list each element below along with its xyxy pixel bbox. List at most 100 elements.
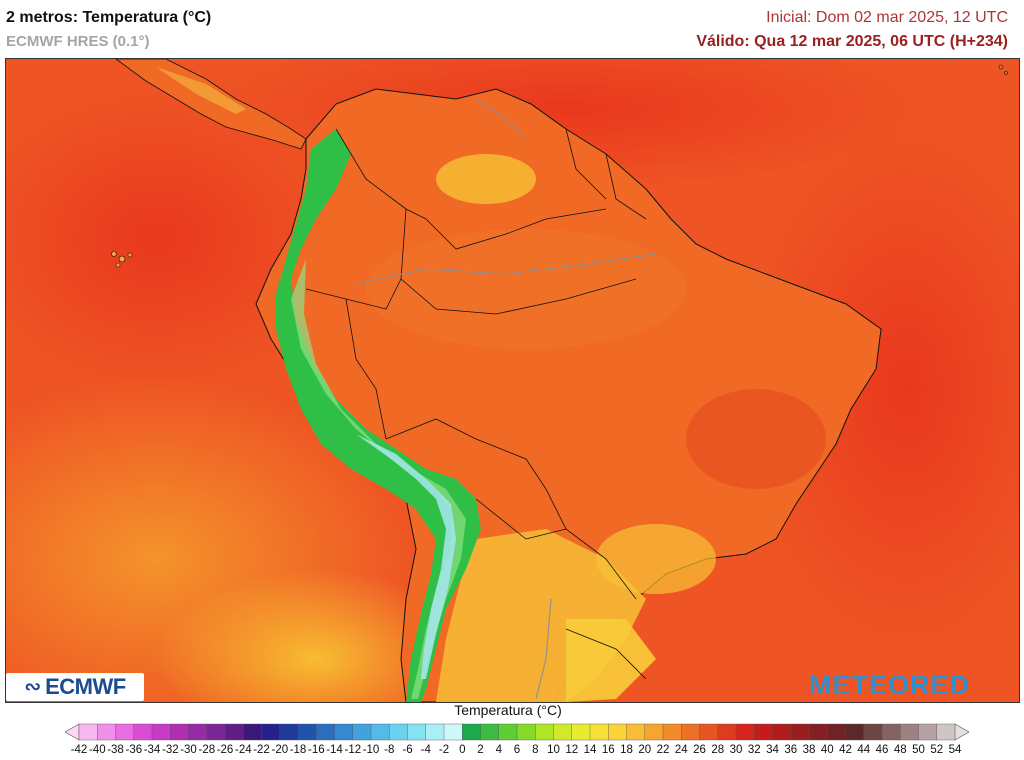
legend-tick-label: -16 — [307, 744, 325, 756]
galapagos-islands — [111, 251, 133, 268]
legend-swatch — [608, 723, 627, 741]
legend-tick-label: -26 — [216, 744, 234, 756]
legend-swatch — [224, 723, 244, 741]
legend-tick-label: 20 — [638, 744, 652, 756]
cool-ocean-area — [156, 569, 476, 702]
guiana-highlands — [436, 154, 536, 204]
legend-swatch — [699, 723, 719, 741]
legend-swatch — [243, 723, 262, 741]
legend-tick-label: 8 — [532, 744, 539, 756]
legend-swatch — [151, 723, 171, 741]
legend-swatch — [790, 723, 810, 741]
legend-swatch — [589, 723, 609, 741]
legend-swatch — [845, 723, 865, 741]
legend-tick-label: -24 — [234, 744, 252, 756]
legend-tick-label: 34 — [766, 744, 779, 756]
legend-swatch — [553, 723, 573, 741]
amazon-region — [366, 229, 686, 349]
legend-swatch — [133, 723, 153, 741]
legend-tick-label: 32 — [747, 744, 761, 756]
legend-swatch — [206, 723, 226, 741]
legend-tick-label: -18 — [289, 744, 307, 756]
legend-swatch — [188, 723, 208, 741]
legend-swatch — [297, 723, 317, 741]
legend-swatch — [480, 723, 500, 741]
meteored-logo: METEORED — [809, 670, 971, 700]
legend-tick-label: 36 — [784, 744, 798, 756]
legend-tick-label: 46 — [875, 744, 889, 756]
legend-tick-label: 12 — [565, 744, 579, 756]
legend-swatch — [681, 723, 700, 741]
legend-swatch — [754, 723, 773, 741]
legend-swatch — [78, 723, 98, 741]
legend-arrow-low — [65, 723, 80, 741]
legend-tick-label: 18 — [620, 744, 633, 756]
model-label: ECMWF HRES (0.1°) — [6, 33, 150, 50]
hot-region — [686, 389, 826, 489]
country-borders — [305, 128, 647, 680]
legend-tick-label: 30 — [729, 744, 743, 756]
legend-swatch — [717, 723, 737, 741]
legend-tick-label: -4 — [420, 744, 431, 756]
legend-swatch — [516, 723, 536, 741]
legend-tick-label: -22 — [253, 744, 270, 756]
legend-swatch — [772, 723, 792, 741]
legend-swatch — [389, 723, 408, 741]
legend-swatch — [462, 723, 481, 741]
warm-ocean-area — [746, 129, 1019, 649]
legend-swatch — [662, 723, 682, 741]
legend-tick-label: -34 — [143, 744, 161, 756]
legend-swatch — [936, 723, 956, 741]
legend-tick-label: 26 — [693, 744, 706, 756]
legend-swatch — [261, 723, 281, 741]
legend-tick-label: 38 — [802, 744, 816, 756]
legend-tick-label: 52 — [930, 744, 944, 756]
legend-tick-label: -8 — [384, 744, 395, 756]
legend-tick-label: 28 — [711, 744, 725, 756]
legend-swatch — [443, 723, 463, 741]
caribbean-islands — [998, 64, 1008, 75]
legend-tick-label: 6 — [513, 744, 521, 756]
legend-tick-label: -2 — [438, 744, 450, 756]
legend-tick-label: -10 — [362, 744, 380, 756]
map-title: 2 metros: Temperatura (°C) — [6, 9, 212, 26]
legend-tick-label: -20 — [271, 744, 289, 756]
legend-tick-label: -32 — [161, 744, 179, 756]
legend-swatch — [863, 723, 883, 741]
legend-arrow-high — [954, 723, 969, 741]
legend-tick-label: -6 — [402, 744, 413, 756]
color-scale-bar — [65, 723, 969, 741]
legend-tick-label: -40 — [88, 744, 106, 756]
legend-tick-label: 10 — [547, 744, 560, 756]
ecmwf-logo: ∾ ECMWF — [6, 673, 144, 701]
legend-tick-label: 24 — [674, 744, 688, 756]
legend-swatch — [352, 723, 372, 741]
legend-tick-label: 54 — [948, 744, 962, 756]
legend-tick-label: 0 — [459, 744, 466, 756]
legend-swatch — [407, 723, 427, 741]
legend-tick-label: 50 — [912, 744, 925, 756]
legend-swatch — [571, 723, 591, 741]
legend-swatch — [115, 723, 135, 741]
legend-tick-label: 4 — [495, 744, 502, 756]
legend-swatch — [498, 723, 518, 741]
map-canvas — [6, 59, 1019, 702]
legend-tick-label: 16 — [601, 744, 615, 756]
legend-swatch — [626, 723, 646, 741]
legend-swatch — [644, 723, 664, 741]
legend-tick-label: 14 — [583, 744, 597, 756]
legend-swatch — [370, 723, 390, 741]
legend-swatch — [316, 723, 335, 741]
andes-mountains — [276, 129, 481, 702]
legend-swatch — [808, 723, 828, 741]
legend-tick-label: 44 — [857, 744, 871, 756]
southern-cool-region — [566, 619, 656, 702]
initial-time: Inicial: Dom 02 mar 2025, 12 UTC — [766, 9, 1008, 26]
ecmwf-logo-text: ECMWF — [45, 674, 126, 699]
valid-time: Válido: Qua 12 mar 2025, 06 UTC (H+234) — [696, 33, 1008, 50]
legend-swatch — [97, 723, 116, 741]
temperature-map[interactable] — [5, 58, 1020, 703]
legend-tick-label: -30 — [180, 744, 197, 756]
legend-swatch — [170, 723, 189, 741]
ecmwf-emblem-icon: ∾ — [24, 676, 42, 698]
